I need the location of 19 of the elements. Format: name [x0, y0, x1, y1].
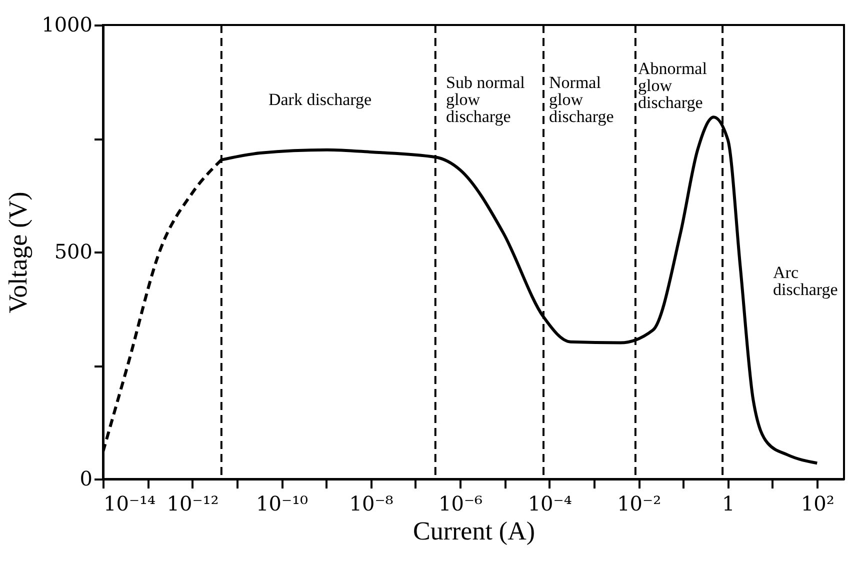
x-tick-label: 10² [800, 492, 834, 516]
x-tick-label: 10⁻⁸ [349, 492, 394, 516]
x-tick-label: 10⁻¹² [166, 492, 219, 516]
annotation: Normal glow discharge [549, 73, 614, 126]
annotation: Dark discharge [268, 90, 372, 109]
x-tick-label: 10⁻⁶ [438, 492, 483, 516]
y-tick-label: 1000 [42, 12, 92, 36]
annotation: Abnormal glow discharge [638, 59, 708, 112]
x-tick-label: 10⁻⁴ [528, 492, 572, 516]
annotation: Arc discharge [773, 263, 838, 299]
y-tick-label: 500 [54, 240, 92, 264]
y-axis-title: Voltage (V) [4, 192, 33, 314]
annotation: Sub normal glow discharge [446, 73, 526, 126]
x-tick-label: 10⁻¹⁴ [104, 492, 156, 516]
x-tick-label: 10⁻² [617, 492, 662, 516]
x-tick-label: 1 [722, 492, 735, 516]
x-tick-label: 10⁻¹⁰ [256, 492, 308, 516]
x-axis-title: Current (A) [412, 516, 536, 546]
y-tick-label: 0 [80, 466, 92, 490]
